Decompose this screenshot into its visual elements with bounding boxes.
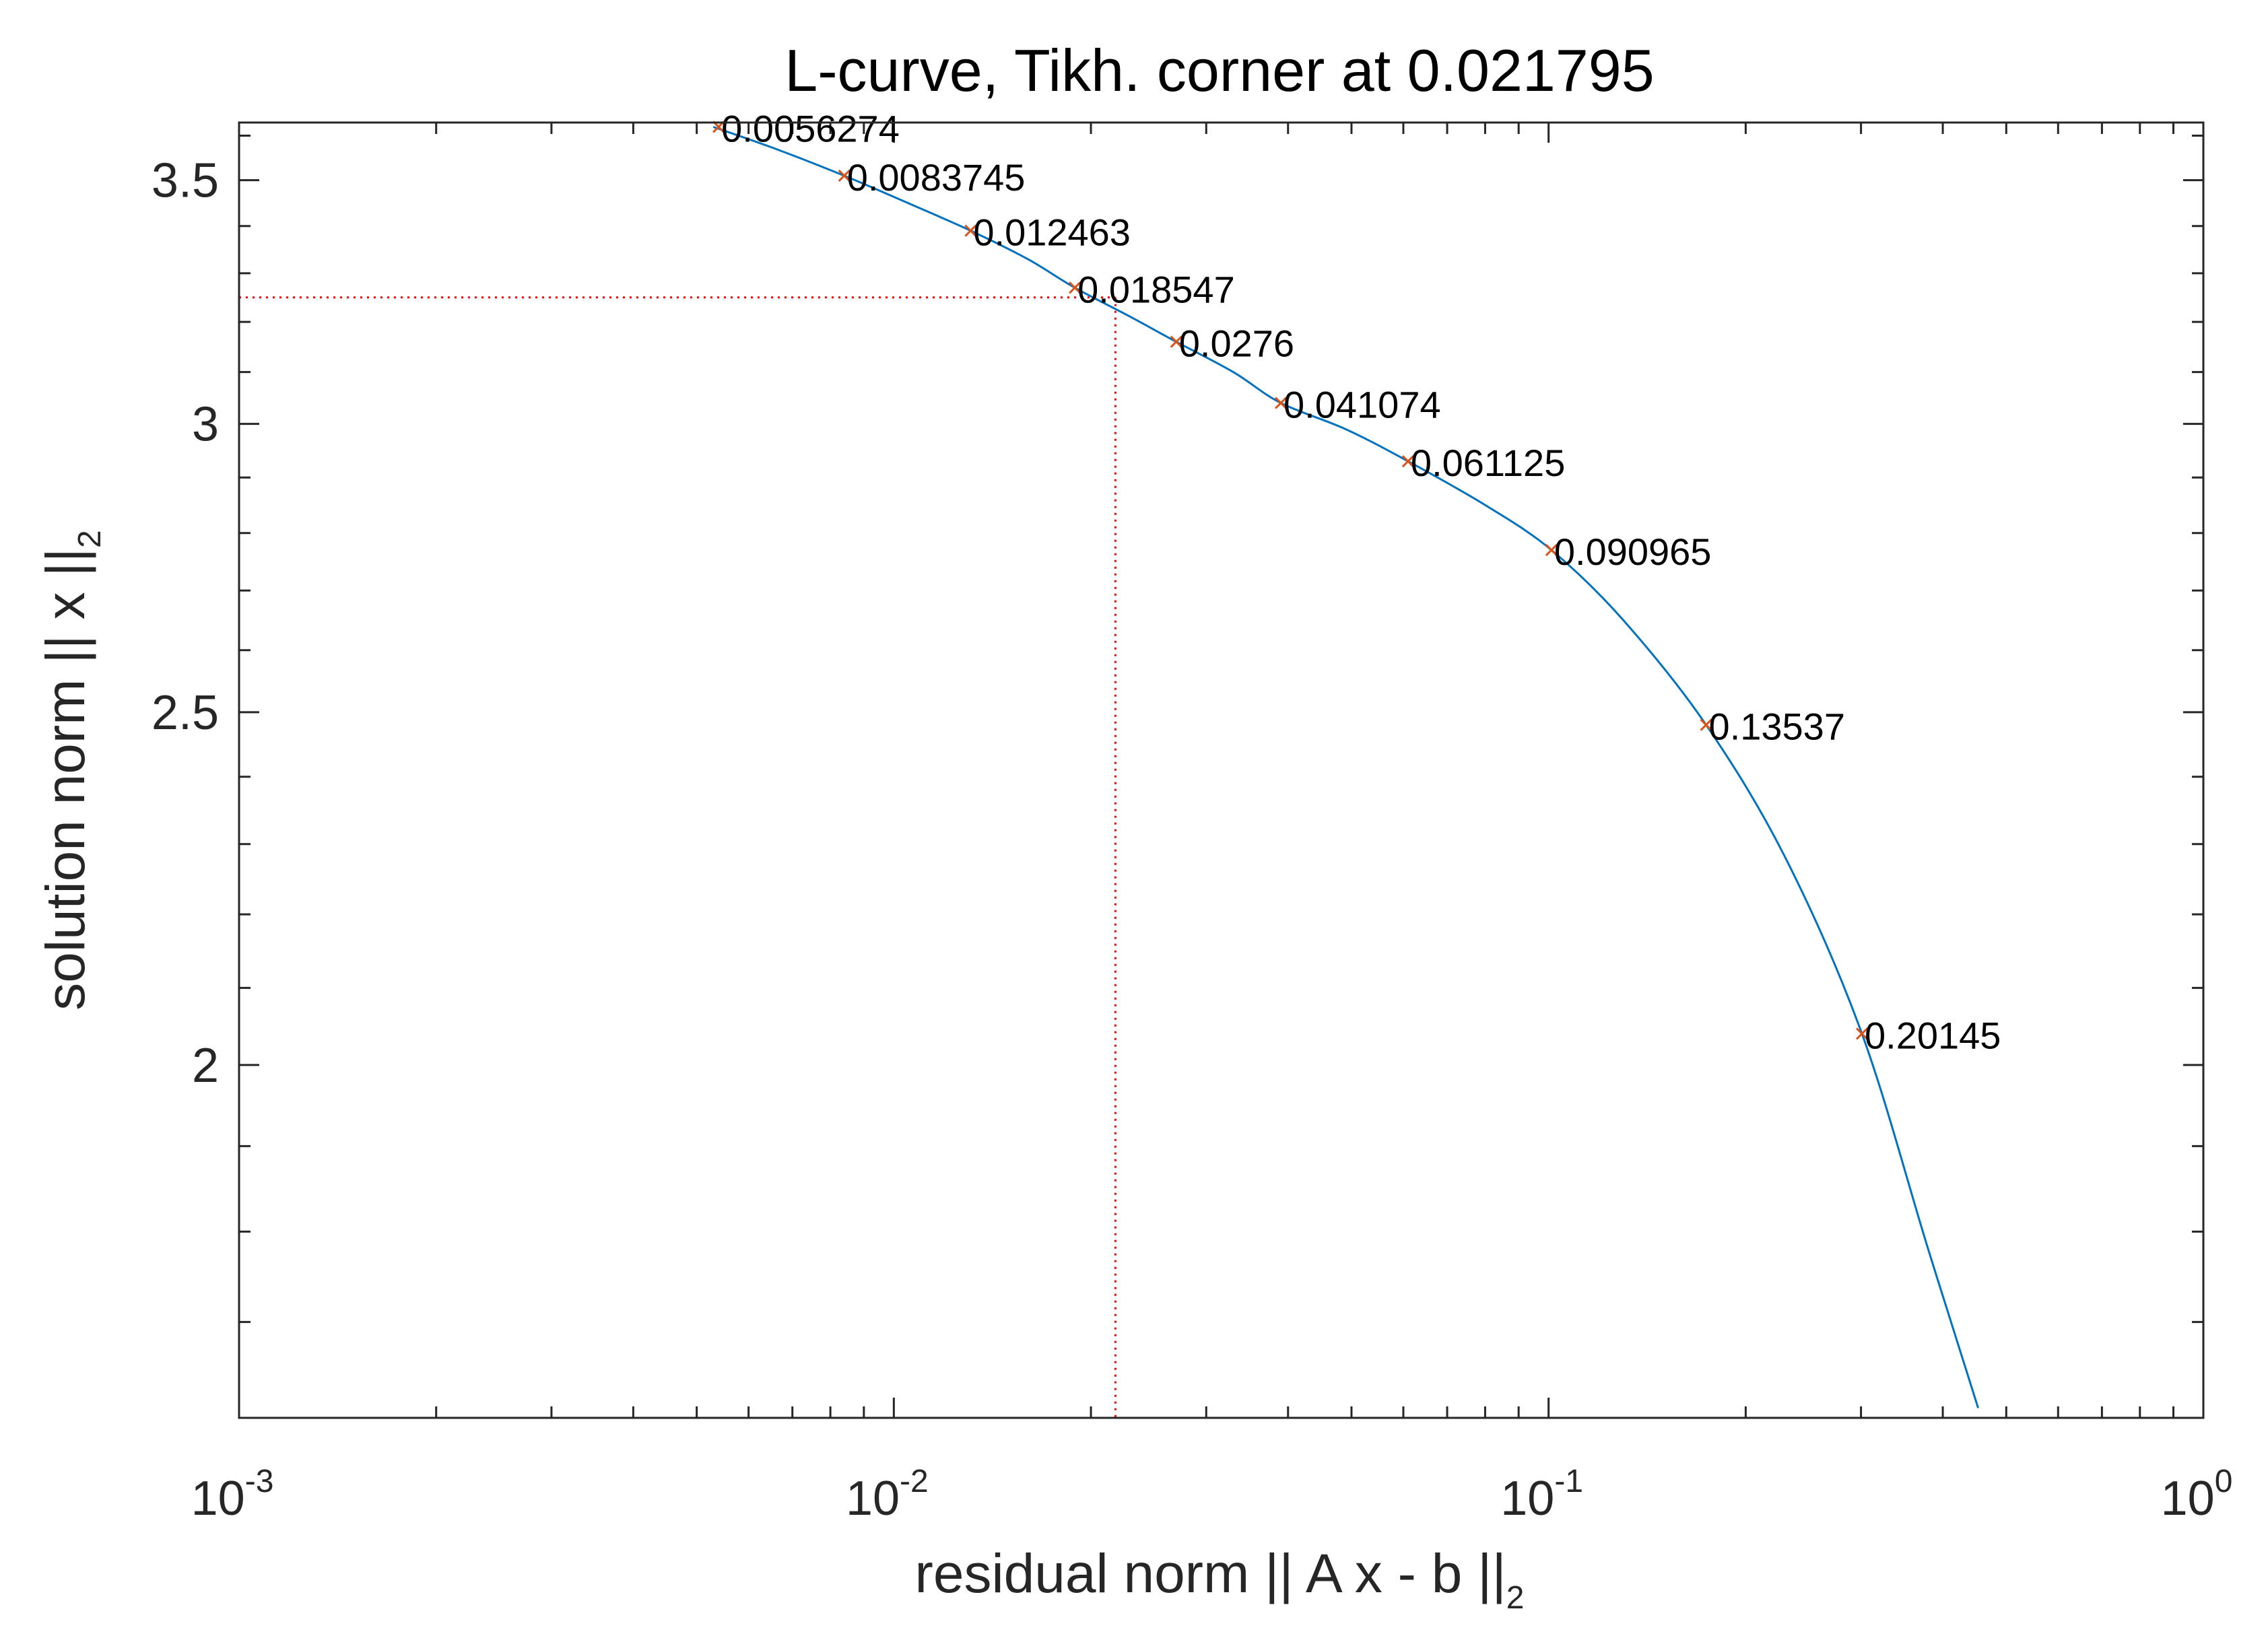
y-tick-labels: 2 2.5 3 3.5 — [152, 154, 219, 1093]
marker-stroke — [1700, 718, 1712, 731]
marker-stroke — [964, 224, 977, 237]
x-tick-base: 10 — [846, 1472, 900, 1526]
regularization-marker — [1401, 455, 1414, 468]
regularization-label: 0.13537 — [1709, 706, 1845, 748]
y-axis-label-subscript: 2 — [72, 530, 108, 548]
marker-stroke — [1069, 281, 1081, 294]
regularization-label: 0.20145 — [1865, 1014, 2001, 1056]
plot-frame — [238, 121, 2205, 1419]
regularization-label: 0.090965 — [1554, 531, 1712, 573]
x-tick-label: 100 — [2161, 1464, 2233, 1526]
regularization-marker — [838, 169, 850, 182]
x-axis-label-main: residual norm || A x - b || — [915, 1543, 1506, 1604]
marker-stroke — [1545, 543, 1558, 557]
regularization-label: 0.0056274 — [721, 107, 900, 149]
chart-title: L-curve, Tikh. corner at 0.021795 — [785, 37, 1654, 104]
regularization-marker — [1274, 397, 1288, 409]
x-tick-label: 10-3 — [191, 1464, 274, 1526]
regularization-markers — [712, 121, 1869, 1040]
regularization-label: 0.0083745 — [847, 156, 1026, 199]
y-axis-label-main: solution norm || x || — [35, 548, 96, 1011]
minor-ticks — [239, 123, 2203, 1418]
regularization-marker — [1170, 335, 1182, 348]
regularization-label: 0.012463 — [973, 211, 1131, 254]
y-tick-label: 2.5 — [152, 686, 219, 740]
x-tick-labels: 10-3 10-2 10-1 100 — [191, 1464, 2233, 1526]
marker-stroke — [838, 169, 850, 182]
x-axis-label: residual norm || A x - b ||2 — [915, 1543, 1525, 1616]
regularization-label: 0.041074 — [1283, 384, 1441, 426]
marker-stroke — [1401, 455, 1414, 468]
x-tick-label: 10-2 — [846, 1464, 929, 1526]
regularization-label: 0.018547 — [1077, 268, 1235, 310]
x-tick-exponent: -1 — [1554, 1464, 1583, 1499]
regularization-labels: 0.0056274 0.0083745 0.012463 0.018547 0.0276… — [721, 107, 2001, 1056]
regularization-marker — [1700, 718, 1712, 731]
x-tick-base: 10 — [2161, 1472, 2215, 1526]
y-tick-label: 2 — [192, 1039, 219, 1093]
regularization-marker — [1855, 1027, 1869, 1040]
x-tick-exponent: -3 — [245, 1464, 274, 1499]
corner-guides — [239, 296, 1116, 1418]
x-axis-label-subscript: 2 — [1506, 1580, 1525, 1616]
x-tick-base: 10 — [191, 1472, 245, 1526]
marker-stroke — [1274, 397, 1288, 409]
regularization-label: 0.061125 — [1411, 442, 1565, 484]
marker-stroke — [1855, 1027, 1869, 1040]
regularization-label: 0.0276 — [1179, 322, 1294, 365]
y-axis-label: solution norm || x ||2 — [35, 530, 108, 1011]
regularization-marker — [1545, 543, 1558, 557]
regularization-marker — [1069, 281, 1081, 294]
y-tick-label: 3 — [192, 398, 219, 452]
x-tick-label: 10-1 — [1500, 1464, 1583, 1526]
l-curve-line — [712, 126, 1980, 1408]
x-tick-base: 10 — [1500, 1472, 1554, 1526]
x-tick-exponent: -2 — [900, 1464, 929, 1499]
x-tick-exponent: 0 — [2215, 1464, 2233, 1499]
regularization-marker — [964, 224, 977, 237]
marker-stroke — [1170, 335, 1182, 348]
plot-area — [239, 123, 2203, 1418]
y-tick-label: 3.5 — [152, 154, 219, 208]
